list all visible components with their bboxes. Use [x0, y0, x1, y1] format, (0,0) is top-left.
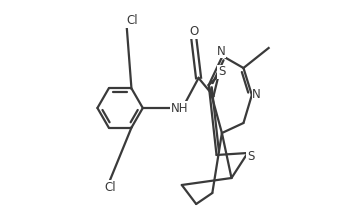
- Text: Cl: Cl: [126, 14, 138, 27]
- Text: N: N: [252, 88, 261, 101]
- Text: O: O: [189, 25, 198, 38]
- Text: S: S: [218, 65, 225, 78]
- Text: NH: NH: [171, 102, 188, 114]
- Text: S: S: [247, 150, 254, 163]
- Text: N: N: [216, 45, 225, 58]
- Text: Cl: Cl: [104, 181, 116, 194]
